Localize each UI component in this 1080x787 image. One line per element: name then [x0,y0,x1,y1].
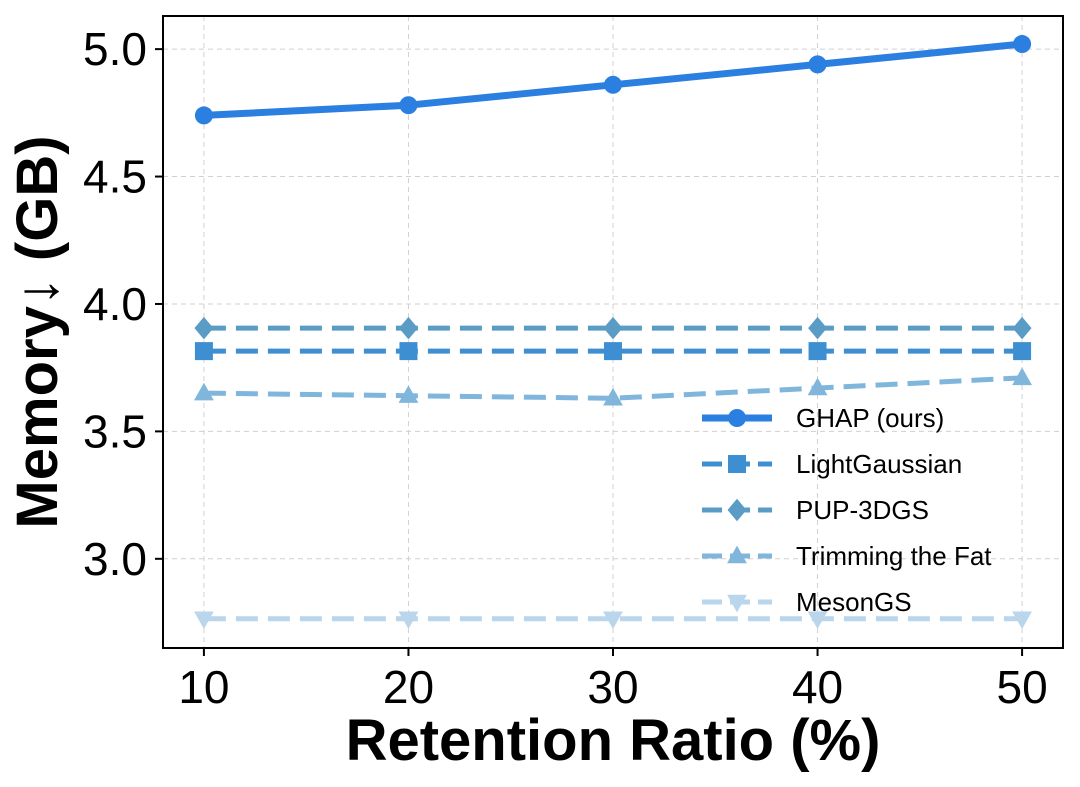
x-tick-label: 40 [792,661,843,713]
x-tick-label: 50 [997,661,1048,713]
legend-marker [728,455,746,473]
legend-marker [727,545,747,564]
data-point [398,385,419,403]
data-point [399,316,418,340]
y-tick-label: 4.5 [83,151,147,203]
data-point [604,75,622,94]
data-point [808,342,827,361]
x-tick-label: 10 [178,661,229,713]
data-point [398,611,419,630]
y-axis-title: Memory↓ (GB) [5,135,70,528]
legend-marker [728,409,746,427]
x-axis-title: Retention Ratio (%) [346,708,881,773]
y-tick-label: 3.0 [83,533,147,585]
data-point [399,96,418,115]
series-line [203,375,1023,401]
y-tick-label: 4.0 [83,278,147,330]
legend-label: LightGaussian [796,449,962,479]
data-point [1012,367,1032,386]
data-point [1013,342,1032,361]
data-point [603,611,623,630]
series-layer [194,35,1032,630]
legend-label: Trimming the Fat [796,541,992,571]
y-tick-label: 5.0 [83,23,147,75]
y-tick-label: 3.5 [83,405,147,457]
data-point [194,382,214,401]
data-point [808,55,827,74]
data-point [194,611,214,630]
data-point [604,342,622,361]
x-tick-label: 20 [383,661,434,713]
x-tick-label: 30 [587,661,638,713]
data-point [1013,35,1032,54]
data-point [1012,611,1032,630]
data-point [808,316,827,340]
legend-marker [727,594,747,613]
axis-ticks: 10 20 30 40 50 3.0 3.5 4.0 4.5 5.0 [83,23,1048,713]
data-point [807,611,828,630]
data-point [194,316,214,340]
legend-label: GHAP (ours) [796,403,944,433]
data-point [603,316,623,340]
legend-label: MesonGS [796,587,912,617]
legend-label: PUP-3DGS [796,495,929,525]
data-point [194,106,213,125]
legend-marker [727,498,747,522]
data-point [807,377,828,396]
data-point [399,342,418,361]
legend: GHAP (ours) LightGaussian PUP-3DGS Trimming… [702,403,992,617]
data-point [1012,316,1032,340]
data-point [194,342,213,361]
data-point [603,387,623,406]
